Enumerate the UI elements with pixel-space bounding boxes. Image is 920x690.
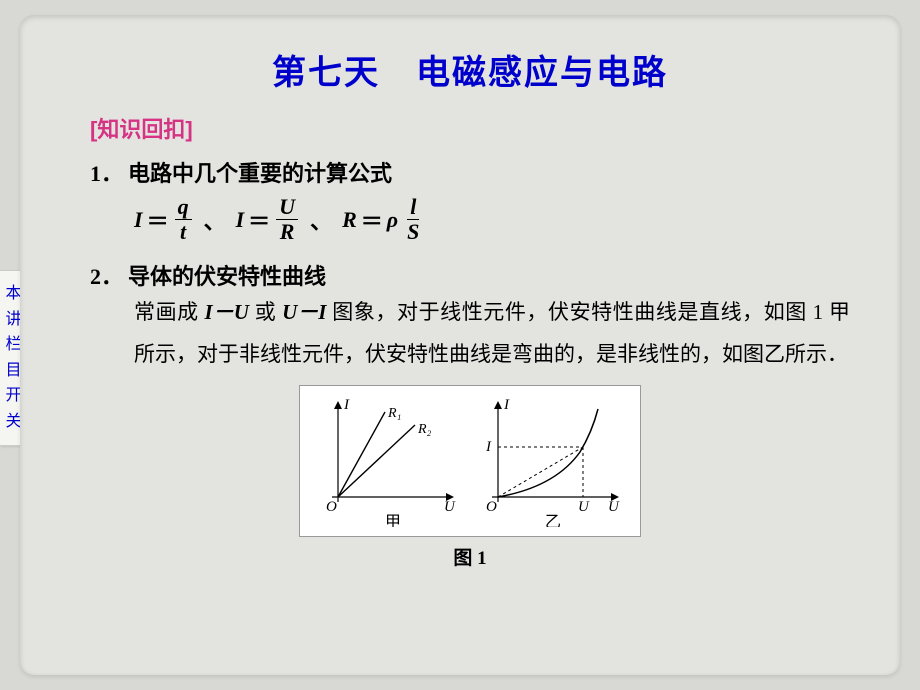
origin-label-2: O [486, 499, 497, 515]
axis-I-label-2: I [503, 397, 510, 413]
axis-U-label: U [444, 499, 456, 515]
iu-1: I－U [205, 300, 249, 324]
var-I2: I [236, 207, 245, 233]
item-2: 2． 导体的伏安特性曲线 常画成 I－U 或 U－I 图象，对于线性元件，伏安特… [90, 259, 850, 375]
eq3: ＝ [361, 204, 383, 236]
item-2-num: 2． [90, 259, 124, 291]
sep: 、 [204, 204, 226, 236]
line-R1 [338, 412, 385, 497]
formula-line: I ＝ q t 、 I ＝ U R 、 R ＝ ρ l S [134, 196, 850, 243]
dash-chord [498, 447, 583, 497]
figure-box: I U O R₁ R₂ 甲 I [299, 385, 641, 537]
figure-svg: I U O R₁ R₂ 甲 I [310, 392, 630, 527]
tick-U: U [578, 499, 590, 515]
var-I: I [134, 207, 143, 233]
var-R: R [342, 207, 357, 233]
frac-den: R [277, 220, 298, 243]
slide-page: 第七天 电磁感应与电路 [知识回扣] 1． 电路中几个重要的计算公式 I ＝ q… [20, 15, 900, 675]
frac-den: S [404, 220, 422, 243]
label-R1: R₁ [387, 406, 401, 421]
section-label: [知识回扣] [90, 112, 850, 144]
frac-q-t: q t [175, 196, 192, 243]
item-1-num: 1． [90, 156, 124, 188]
panel-yi-label: 乙 [545, 514, 561, 527]
iu-2: U－I [282, 300, 326, 324]
item-1-head: 电路中几个重要的计算公式 [128, 161, 392, 186]
frac-num: l [407, 196, 419, 220]
panel-yi: I U O I U 乙 [485, 397, 620, 527]
item-1: 1． 电路中几个重要的计算公式 I ＝ q t 、 I ＝ U R 、 R ＝ … [90, 156, 850, 243]
panel-jia-label: 甲 [385, 514, 401, 527]
item-2-head: 导体的伏安特性曲线 [128, 264, 326, 289]
frac-num: U [276, 196, 298, 220]
frac-den: t [177, 220, 189, 243]
figure-wrap: I U O R₁ R₂ 甲 I [90, 385, 850, 570]
eq2: ＝ [248, 204, 270, 236]
label-R2: R₂ [417, 422, 432, 437]
item-2-body: 常画成 I－U 或 U－I 图象，对于线性元件，伏安特性曲线是直线，如图 1 甲… [134, 291, 850, 375]
body-p1: 常画成 [134, 300, 205, 324]
body-p2: 或 [249, 300, 282, 324]
frac-l-S: l S [404, 196, 422, 243]
tick-I: I [485, 439, 492, 455]
frac-num: q [175, 196, 192, 220]
panel-jia: I U O R₁ R₂ 甲 [326, 397, 456, 527]
axis-I-label: I [343, 397, 350, 413]
line-R2 [338, 425, 415, 497]
axis-U-label-2: U [608, 499, 620, 515]
figure-caption: 图 1 [90, 543, 850, 570]
frac-U-R: U R [276, 196, 298, 243]
sep2: 、 [310, 204, 332, 236]
origin-label: O [326, 499, 337, 515]
eq: ＝ [147, 204, 169, 236]
page-title: 第七天 电磁感应与电路 [90, 45, 850, 94]
var-rho: ρ [387, 207, 398, 233]
